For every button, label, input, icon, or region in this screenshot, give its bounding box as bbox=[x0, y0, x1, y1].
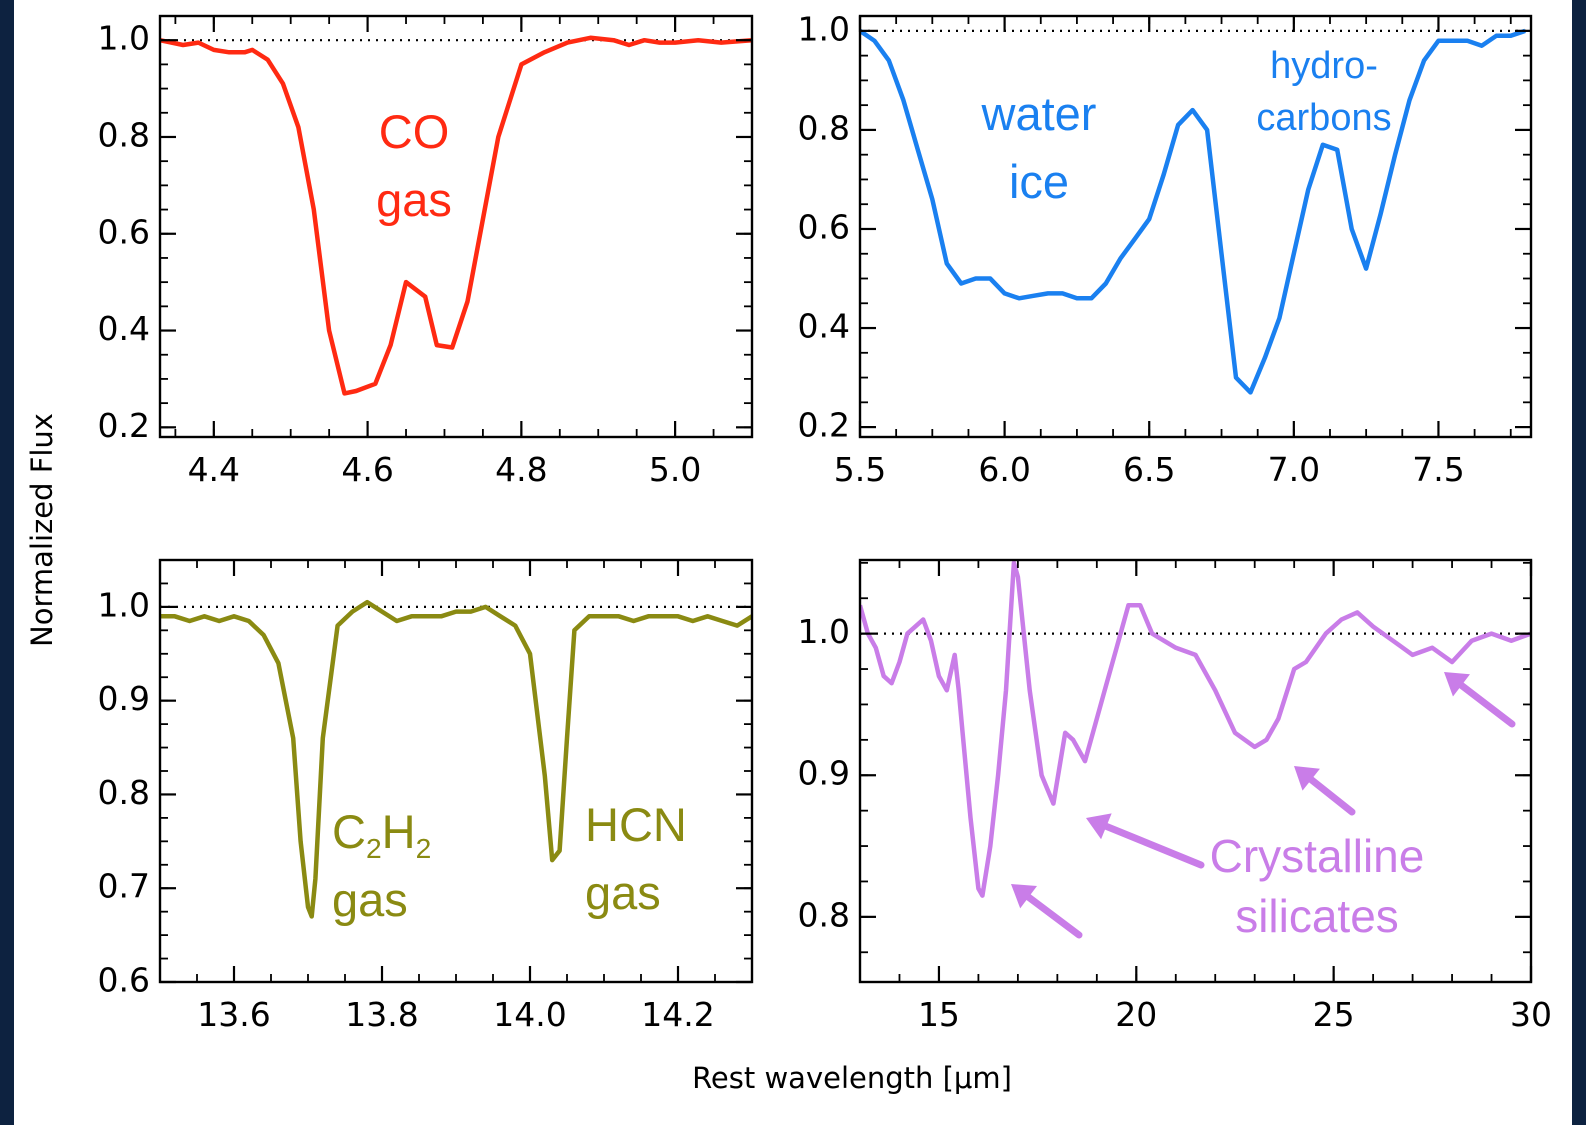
y-tick-label: 0.4 bbox=[798, 307, 850, 346]
spectra-figure: Normalized Flux Rest wavelength [μm] 0.2… bbox=[25, 9, 1552, 1095]
arrow-icon bbox=[1294, 766, 1356, 816]
arrow-icon bbox=[1011, 884, 1083, 939]
arrow-icon bbox=[1086, 813, 1205, 869]
annotation-label: water bbox=[981, 87, 1097, 140]
arrow-icon bbox=[1444, 672, 1516, 728]
x-tick-label: 5.0 bbox=[649, 450, 701, 489]
y-tick-label: 0.9 bbox=[98, 679, 150, 718]
panel-bottom-right: 0.8 0.9 1.0 15 20 25 30 Crystalline silicates bbox=[798, 558, 1552, 1034]
x-tick-label: 20 bbox=[1115, 995, 1157, 1034]
y-tick-label: 1.0 bbox=[98, 585, 150, 624]
y-tick-label: 1.0 bbox=[798, 612, 850, 651]
spectrum-line bbox=[160, 35, 752, 396]
y-axis-title: Normalized Flux bbox=[25, 413, 59, 647]
annotation-label: gas bbox=[376, 173, 452, 226]
plot-frame bbox=[858, 558, 1533, 984]
x-tick-label: 4.4 bbox=[188, 450, 240, 489]
y-tick-label: 0.8 bbox=[98, 115, 150, 154]
x-tick-label: 14.2 bbox=[641, 995, 714, 1034]
spectrum-line bbox=[160, 599, 752, 919]
x-tick-label: 13.8 bbox=[345, 995, 418, 1034]
y-tick-label: 0.6 bbox=[798, 207, 850, 246]
panel-top-left: 0.2 0.4 0.6 0.8 1.0 4.4 4.6 4.8 5.0 CO gas bbox=[98, 14, 754, 489]
plot-frame bbox=[858, 14, 1533, 439]
x-axis-title: Rest wavelength [μm] bbox=[692, 1061, 1012, 1095]
y-tick-label: 0.6 bbox=[98, 212, 150, 251]
spectrum-line bbox=[860, 28, 1526, 395]
x-tick-label: 7.0 bbox=[1268, 450, 1320, 489]
plot-frame bbox=[158, 14, 754, 439]
x-tick-label: 14.0 bbox=[493, 995, 566, 1034]
y-tick-label: 0.4 bbox=[98, 309, 150, 348]
y-tick-label: 0.9 bbox=[798, 754, 850, 793]
y-tick-label: 0.8 bbox=[798, 108, 850, 147]
y-tick-label: 0.8 bbox=[798, 895, 850, 934]
y-tick-label: 0.2 bbox=[98, 406, 150, 445]
y-tick-label: 0.2 bbox=[798, 406, 850, 445]
y-tick-label: 0.8 bbox=[98, 773, 150, 812]
annotation-label: HCN bbox=[585, 798, 687, 851]
x-tick-label: 13.6 bbox=[197, 995, 270, 1034]
panel-top-right: 0.2 0.4 0.6 0.8 1.0 5.5 6.0 6.5 7.0 7.5 water ice hy… bbox=[798, 9, 1533, 489]
annotation-label: gas bbox=[332, 873, 408, 926]
annotation-label: CO bbox=[379, 105, 450, 158]
y-tick-label: 0.6 bbox=[98, 961, 150, 1000]
annotation-label: C2H2 bbox=[332, 805, 431, 864]
figure-frame: Normalized Flux Rest wavelength [μm] 0.2… bbox=[14, 0, 1572, 1125]
annotation-label: hydro- bbox=[1270, 45, 1378, 87]
x-tick-label: 4.6 bbox=[341, 450, 393, 489]
x-tick-label: 4.8 bbox=[495, 450, 547, 489]
spectrum-line bbox=[860, 560, 1531, 898]
annotation-label: gas bbox=[585, 866, 661, 919]
x-tick-label: 6.5 bbox=[1123, 450, 1175, 489]
x-tick-label: 15 bbox=[918, 995, 960, 1034]
x-tick-label: 5.5 bbox=[834, 450, 886, 489]
y-tick-label: 1.0 bbox=[798, 9, 850, 48]
annotation-label: carbons bbox=[1256, 97, 1391, 139]
y-tick-label: 1.0 bbox=[98, 19, 150, 58]
annotation-label: Crystalline bbox=[1210, 830, 1425, 882]
y-tick-label: 0.7 bbox=[98, 867, 150, 906]
annotation-label: ice bbox=[1009, 155, 1069, 208]
annotation-label: silicates bbox=[1235, 890, 1399, 942]
panel-bottom-left: 0.6 0.7 0.8 0.9 1.0 13.6 13.8 14.0 14.2 C2H2 gas HC… bbox=[98, 558, 754, 1034]
x-tick-label: 25 bbox=[1313, 995, 1355, 1034]
x-tick-label: 6.0 bbox=[978, 450, 1030, 489]
x-tick-label: 7.5 bbox=[1412, 450, 1464, 489]
x-tick-label: 30 bbox=[1510, 995, 1552, 1034]
